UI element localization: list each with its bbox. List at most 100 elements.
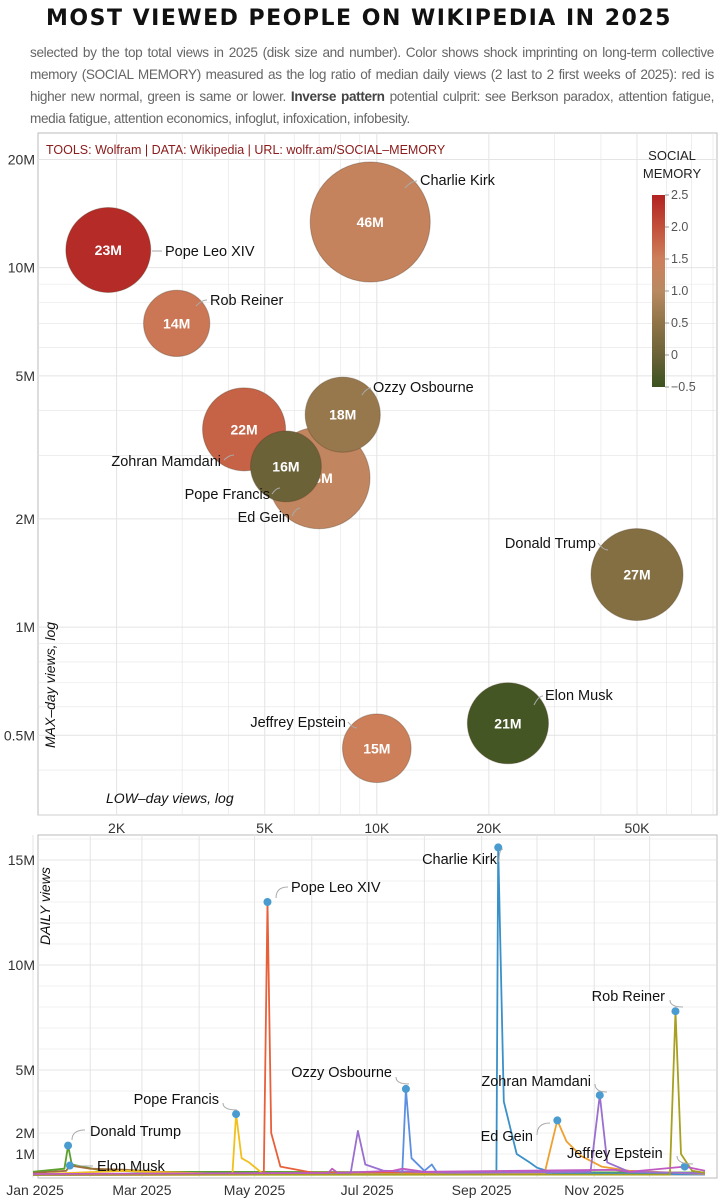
leader-line <box>594 1083 608 1093</box>
y-axis-label: MAX–day views, log <box>42 622 58 748</box>
leader-line <box>597 542 609 551</box>
peak-name-label: Elon Musk <box>97 1159 165 1175</box>
bubble-total-label: 21M <box>494 715 521 731</box>
leader-line <box>195 299 208 307</box>
leader-line <box>347 721 358 729</box>
bubble: 16M <box>250 430 322 503</box>
leader-line <box>676 1155 694 1165</box>
x-axis-label: LOW–day views, log <box>106 790 234 806</box>
bubble-disk <box>65 207 152 293</box>
peak-name-label: Rob Reiner <box>592 989 666 1005</box>
colorbar-tick-label: 2.0 <box>671 220 688 234</box>
y-tick-label: 20M <box>8 151 35 167</box>
bubble: 27M <box>590 528 684 622</box>
peak-name-label: Jeffrey Epstein <box>567 1146 663 1162</box>
leader-line <box>291 507 301 517</box>
y-tick-label: 15M <box>8 852 35 868</box>
x-tick-label: Mar 2025 <box>112 1182 171 1198</box>
plot-frame <box>37 834 718 1179</box>
bubble-name-label: Zohran Mamdani <box>111 454 221 470</box>
bubble-name-label: Ed Gein <box>238 510 290 526</box>
bubble-total-label: 15M <box>363 740 390 756</box>
y-axis-label-rest: views <box>37 867 53 906</box>
bubble-total-label: 22M <box>230 421 257 437</box>
leader-line <box>395 1076 410 1085</box>
bubble-name-label: Pope Leo XIV <box>165 244 255 260</box>
leader-line <box>404 180 418 189</box>
x-tick-label: Sep 2025 <box>452 1182 512 1198</box>
bubble: 21M <box>466 682 549 765</box>
peak-dot <box>65 1161 74 1170</box>
bubble-total-label: 23M <box>95 242 122 258</box>
series-line <box>32 1010 706 1176</box>
peak-name-label: Charlie Kirk <box>422 852 498 868</box>
colorbar-tick-label: 1.5 <box>671 252 688 266</box>
peak-name-label: Donald Trump <box>90 1124 181 1140</box>
bubble-name-label: Elon Musk <box>545 688 613 704</box>
peak-dot <box>595 1091 604 1100</box>
bubble-name-label: Charlie Kirk <box>420 173 496 189</box>
bubble-total-label: 46M <box>357 214 384 230</box>
y-tick-label: 5M <box>16 1062 35 1078</box>
x-tick-label: 2K <box>108 820 126 836</box>
y-tick-label: 10M <box>8 260 35 276</box>
colorbar-tick-label: 2.5 <box>671 188 688 202</box>
bubble-disk <box>590 528 684 622</box>
leader-line <box>223 454 235 461</box>
peak-dot <box>64 1141 73 1150</box>
page-title: MOST VIEWED PEOPLE ON WIKIPEDIA IN 2025 <box>46 6 672 31</box>
bubble-total-label: 14M <box>163 315 190 331</box>
x-tick-label: 5K <box>256 820 274 836</box>
x-tick-label: Jul 2025 <box>341 1182 394 1198</box>
y-tick-label: 2M <box>16 1125 35 1141</box>
peak-name-label: Zohran Mamdani <box>481 1074 591 1090</box>
leader-line <box>75 1164 94 1167</box>
bubble-disk <box>250 430 322 503</box>
colorbar-tick-label: −0.5 <box>671 380 696 394</box>
y-tick-label: 2M <box>16 511 35 527</box>
series-line <box>32 1094 706 1176</box>
colorbar-tick-label: 0.5 <box>671 316 688 330</box>
peak-name-label: Pope Leo XIV <box>291 880 381 896</box>
bubble-total-label: 27M <box>623 567 650 583</box>
bubble: 46M <box>309 161 431 283</box>
colorbar-tick-label: 1.0 <box>671 284 688 298</box>
peak-dot <box>553 1116 562 1125</box>
bubble-name-label: Jeffrey Epstein <box>250 715 346 731</box>
bubble-name-label: Rob Reiner <box>210 293 284 309</box>
x-axis-label-rest: –day views, log <box>137 790 234 806</box>
leader-line <box>533 695 544 706</box>
y-tick-label: 0.5M <box>4 727 35 743</box>
leader-line <box>361 387 372 396</box>
bubble: 18M <box>304 376 381 453</box>
bubble-name-label: Ozzy Osbourne <box>373 380 474 396</box>
bubble-total-label: 18M <box>329 407 356 423</box>
y-tick-label: 1M <box>16 1146 35 1162</box>
peak-name-label: Ozzy Osbourne <box>291 1065 392 1081</box>
x-tick-label: May 2025 <box>224 1182 286 1198</box>
bubble-chart: 2K 5K 10K 20K 50K 0.5M 1M 2M 5M 10M 20M TOOLS: Wolf… <box>4 132 718 836</box>
peak-dot <box>232 1110 241 1119</box>
subtitle-text: selected by the top total views in 2025 … <box>30 45 714 104</box>
leader-line <box>271 487 281 495</box>
bubble-disk <box>466 682 549 765</box>
x-tick-label: Nov 2025 <box>564 1182 624 1198</box>
bubble: 15M <box>342 713 412 784</box>
x-tick-label: Jan 2025 <box>6 1182 64 1198</box>
y-axis-label-bold: MAX <box>42 717 58 748</box>
bubble-name-label: Pope Francis <box>185 487 270 503</box>
peak-dot <box>671 1007 680 1016</box>
x-tick-label: 50K <box>625 820 651 836</box>
leader-line <box>275 886 289 899</box>
peak-dot <box>680 1162 689 1171</box>
peak-dot <box>401 1084 410 1093</box>
y-tick-label: 1M <box>16 619 35 635</box>
subtitle: selected by the top total views in 2025 … <box>30 42 714 130</box>
bubble: 14M <box>143 289 211 357</box>
colorbar-title: SOCIAL <box>648 148 696 163</box>
bubble-disk <box>342 713 412 784</box>
subtitle-text-2: potential culprit: see Berkson paradox, … <box>30 89 714 126</box>
leader-line <box>536 1122 551 1136</box>
bubble-disk <box>309 161 431 283</box>
